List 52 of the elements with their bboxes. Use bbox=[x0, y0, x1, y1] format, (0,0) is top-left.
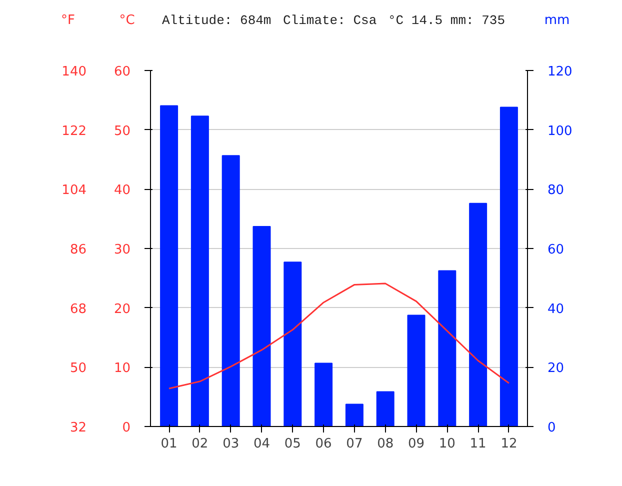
y3-tick-label: 104 bbox=[62, 183, 87, 198]
bar bbox=[314, 362, 333, 426]
x-tick-label: 09 bbox=[408, 436, 425, 452]
y2-tick-label: 100 bbox=[548, 124, 572, 139]
x-tick-label: 10 bbox=[438, 436, 456, 452]
text: °C 14.5 mm: 735 bbox=[388, 12, 506, 30]
y-tick-label: 60 bbox=[114, 64, 131, 80]
x-tick-label: 01 bbox=[160, 436, 178, 452]
y2-tick-label: 40 bbox=[548, 302, 564, 317]
y-tick-label: 0 bbox=[122, 420, 131, 436]
y2-tick-label: 0 bbox=[548, 420, 556, 436]
y3-tick-label: 32 bbox=[70, 420, 87, 436]
y3-tick-label: 140 bbox=[62, 64, 87, 80]
line-series bbox=[168, 282, 510, 390]
bar bbox=[500, 106, 518, 426]
x-tick-label: 08 bbox=[377, 436, 394, 452]
chart-title: Altitude: 684m bbox=[162, 12, 272, 30]
x-tick-label: 02 bbox=[192, 436, 208, 452]
bar bbox=[376, 391, 394, 426]
x-tick-label: 04 bbox=[253, 436, 270, 452]
y-tick-label: 40 bbox=[114, 183, 131, 198]
bar bbox=[407, 314, 426, 426]
x-tick-label: 03 bbox=[222, 436, 240, 452]
y3-tick-label: 86 bbox=[70, 242, 87, 258]
x-tick-label: 06 bbox=[315, 436, 332, 452]
x-tick-label: 07 bbox=[346, 436, 363, 452]
bar bbox=[222, 155, 240, 426]
y2-axis-title: mm bbox=[544, 12, 570, 30]
x-tick-label: 12 bbox=[500, 436, 518, 452]
bar bbox=[160, 105, 178, 426]
y3-tick-label: 50 bbox=[70, 361, 87, 376]
y2-tick-label: 80 bbox=[548, 183, 564, 198]
bar bbox=[190, 116, 209, 426]
bar bbox=[469, 202, 488, 426]
y-tick-label: 10 bbox=[114, 361, 131, 376]
y3-axis-title: °F bbox=[61, 12, 75, 30]
y-tick-label: 50 bbox=[114, 124, 131, 139]
x-tick-label: 11 bbox=[470, 436, 486, 452]
y-tick-label: 30 bbox=[114, 242, 131, 258]
y-axis-title: °C bbox=[119, 12, 135, 30]
bar bbox=[284, 262, 302, 426]
bar bbox=[252, 226, 271, 426]
y3-tick-label: 122 bbox=[62, 124, 87, 139]
y2-tick-label: 20 bbox=[548, 361, 564, 376]
x-tick-label: 05 bbox=[284, 436, 301, 452]
y3-tick-label: 68 bbox=[70, 302, 87, 317]
bar bbox=[438, 270, 456, 426]
y-tick-label: 20 bbox=[114, 302, 131, 317]
y2-tick-label: 120 bbox=[548, 64, 572, 80]
bar bbox=[345, 404, 364, 426]
y2-tick-label: 60 bbox=[548, 242, 564, 258]
text: Climate: Csa bbox=[283, 12, 377, 30]
